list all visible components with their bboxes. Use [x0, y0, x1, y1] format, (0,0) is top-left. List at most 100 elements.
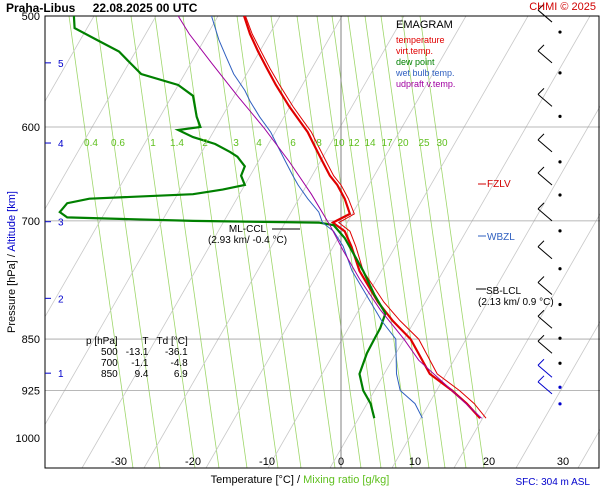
dry-adiabat: [45, 16, 219, 318]
wind-barb-feather: [537, 166, 545, 174]
levels-table-cell: 9.4: [134, 369, 149, 380]
wind-barb: [537, 315, 553, 329]
mixing-ratio-line: [347, 16, 365, 131]
temperature-tick-label: -30: [111, 456, 127, 468]
altitude-tick-label: 3: [58, 218, 64, 229]
legend-item: dew point: [396, 57, 435, 67]
wind-barb: [537, 208, 553, 222]
wind-barb-station: [558, 229, 562, 233]
copyright-link[interactable]: CHMI © 2025: [529, 1, 596, 13]
sb-lcl-value: (2.13 km/ 0.9 °C): [478, 297, 554, 308]
mixing-ratio-label: 10: [333, 138, 345, 149]
wind-barb-station: [558, 336, 562, 340]
mixing-ratio-label: 0.6: [111, 138, 125, 149]
mixing-ratio-label: 0.4: [84, 138, 98, 149]
wind-barb: [537, 139, 553, 153]
wind-barb-station: [558, 385, 562, 389]
mixing-ratio-line: [170, 129, 220, 468]
mixing-ratio-line: [270, 16, 288, 131]
wind-barb-station: [558, 160, 562, 164]
y-title-altitude: Altitude [km]: [6, 191, 18, 252]
levels-table-cell: 700: [101, 358, 118, 369]
tick-labels: 0.4 0.6 1 1.4 2 3 4 6 8 10 12 14 17 20 25 3050060070085…: [16, 11, 570, 468]
dry-adiabat: [515, 321, 600, 468]
wind-barb-feather: [537, 358, 545, 366]
legend-items: temperature virt.temp. dew point wet bulb t…: [396, 35, 455, 90]
series-wet-bulb-temp-line: [211, 16, 423, 419]
mixing-ratio-label: 30: [436, 138, 448, 149]
x-axis-title: Temperature [°C] / Mixing ratio [g/kg]: [0, 474, 600, 486]
axes: [44, 15, 600, 469]
mixing-ratio-label: 25: [418, 138, 430, 149]
wind-barb: [537, 364, 553, 378]
series-udpraft-v-temp-line: [177, 16, 482, 419]
dry-adiabats: [45, 16, 600, 468]
x-title-temp: Temperature [°C]: [210, 474, 294, 486]
mixing-ratio-label: 2: [202, 138, 208, 149]
wind-barb-station: [558, 402, 562, 406]
dry-adiabat: [391, 105, 600, 468]
levels-table: p [hPa] T Td [°C] 500 -13.1 -36.1 700 -1.1 -4.8…: [82, 336, 192, 380]
wind-barb-station: [558, 114, 562, 118]
dry-adiabat: [143, 16, 405, 468]
wind-barb-feather: [537, 202, 545, 210]
levels-table-cell: -1.1: [131, 358, 149, 369]
levels-table-cell: 500: [101, 347, 118, 358]
dry-adiabat: [453, 213, 600, 468]
sb-lcl-annotation: SB-LCL: [486, 286, 521, 297]
ml-ccl-annotation: ML-CCL (2.93 km/ -0.4 °C): [208, 224, 287, 246]
altitude-tick-label: 2: [58, 294, 64, 305]
mixing-ratio-label: 1.4: [170, 138, 184, 149]
wind-barb: [537, 282, 553, 295]
mixing-ratio-line: [252, 129, 302, 468]
wind-barb: [537, 172, 553, 186]
levels-table-cell: -13.1: [125, 347, 149, 358]
wind-barb-feather: [537, 276, 545, 283]
wbzl-label: WBZL: [487, 232, 515, 243]
legend-item: wet bulb temp.: [396, 68, 455, 78]
sb-lcl-label: SB-LCL: [486, 286, 522, 297]
dry-adiabat: [329, 16, 591, 468]
profile-series: [58, 16, 487, 419]
pressure-tick-label: 500: [22, 11, 40, 23]
altitude-tick-label: 1: [58, 369, 64, 380]
mixing-ratio-label: 3: [233, 138, 239, 149]
pressure-tick-label: 925: [22, 386, 40, 398]
legend-item: virt.temp.: [396, 46, 434, 56]
mixing-ratio-label: 12: [348, 138, 360, 149]
wind-barb-station: [558, 302, 562, 307]
series-virt-temp-line: [245, 16, 487, 419]
levels-table-row: 850 9.4 6.9: [82, 369, 192, 380]
mixing-ratio-line: [154, 16, 172, 131]
wind-barb-station: [558, 361, 562, 365]
temperature-tick-label: 0: [338, 456, 344, 468]
dry-adiabat: [45, 16, 95, 102]
mixing-ratio-label: 14: [364, 138, 376, 149]
fzlv-label: FZLV: [487, 179, 511, 190]
mixing-ratio-line: [286, 129, 336, 468]
mixing-ratio-line: [364, 16, 382, 131]
mixing-ratio-line: [401, 16, 419, 131]
x-title-mix: Mixing ratio [g/kg]: [303, 474, 390, 486]
wind-barb-feather: [537, 240, 545, 248]
sounding-datetime: 22.08.2025 00 UTC: [92, 1, 198, 15]
wind-barb-station: [558, 30, 562, 34]
mixing-ratio-line: [84, 129, 134, 468]
mixing-ratio-line: [380, 16, 398, 131]
levels-table-header: T: [142, 336, 149, 347]
altitude-tick-label: 5: [58, 59, 64, 70]
plot-frame: [44, 15, 600, 469]
wind-barb-feather: [537, 88, 545, 95]
legend: EMAGRAM temperature virt.temp. dew point we…: [396, 20, 455, 90]
wind-barb: [537, 93, 553, 107]
pressure-tick-label: 700: [22, 216, 40, 228]
levels-table-cell: 6.9: [173, 369, 188, 380]
series-dew-pointline: [58, 16, 387, 419]
wind-barb-feather: [537, 3, 545, 11]
mixing-ratio-line: [296, 16, 314, 131]
y-title-sep: /: [6, 254, 18, 258]
dry-adiabat: [81, 16, 343, 468]
mixing-ratio-line: [146, 129, 196, 468]
ml-ccl-value: (2.93 km/ -0.4 °C): [208, 235, 288, 246]
